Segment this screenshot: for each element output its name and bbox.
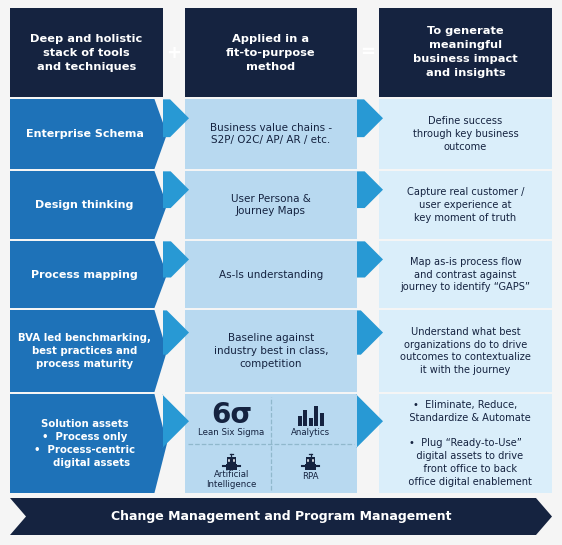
Text: Map as-is process flow
and contrast against
journey to identify “GAPS”: Map as-is process flow and contrast agai…	[401, 257, 531, 292]
Polygon shape	[357, 171, 383, 208]
Text: +: +	[166, 44, 182, 62]
Bar	[185, 99, 357, 169]
Text: Capture real customer /
user experience at
key moment of truth: Capture real customer / user experience …	[407, 187, 524, 223]
Bar	[185, 310, 357, 392]
Polygon shape	[10, 171, 167, 239]
Text: To generate
meaningful
business impact
and insights: To generate meaningful business impact a…	[413, 27, 518, 78]
Polygon shape	[10, 241, 167, 308]
Polygon shape	[163, 311, 189, 355]
Text: Process mapping: Process mapping	[31, 269, 138, 280]
Bar	[379, 394, 552, 493]
Text: •  Eliminate, Reduce,
   Standardize & Automate

•  Plug “Ready-to-Use”
   digit: • Eliminate, Reduce, Standardize & Autom…	[399, 400, 532, 487]
Text: 6σ: 6σ	[211, 401, 252, 429]
Bar	[314, 405, 318, 426]
Text: Solution assets
•  Process only
•  Process-centric
    digital assets: Solution assets • Process only • Process…	[34, 419, 135, 468]
Bar	[320, 413, 324, 426]
Bar	[309, 417, 312, 426]
Text: Analytics: Analytics	[291, 428, 330, 437]
Bar	[379, 171, 552, 239]
Text: Baseline against
industry best in class,
competition: Baseline against industry best in class,…	[214, 333, 328, 369]
Polygon shape	[357, 311, 383, 355]
Text: Applied in a
fit-to-purpose
method: Applied in a fit-to-purpose method	[226, 33, 316, 71]
Bar	[297, 416, 302, 426]
Polygon shape	[10, 99, 167, 169]
Text: Lean Six Sigma: Lean Six Sigma	[198, 428, 265, 437]
Polygon shape	[356, 395, 383, 448]
Polygon shape	[10, 310, 167, 392]
Text: =: =	[360, 44, 375, 62]
Polygon shape	[163, 171, 189, 208]
Bar	[185, 8, 357, 97]
Bar	[303, 410, 307, 426]
Bar	[185, 241, 357, 308]
Bar	[305, 464, 316, 470]
Text: User Persona &
Journey Maps: User Persona & Journey Maps	[231, 193, 311, 216]
Text: Business value chains -
S2P/ O2C/ AP/ AR / etc.: Business value chains - S2P/ O2C/ AP/ AR…	[210, 123, 332, 146]
Bar	[379, 8, 552, 97]
Polygon shape	[163, 241, 189, 277]
Bar	[379, 310, 552, 392]
Bar	[306, 457, 315, 463]
Bar	[227, 457, 236, 463]
Polygon shape	[10, 394, 167, 493]
Text: As-Is understanding: As-Is understanding	[219, 269, 323, 280]
Bar	[379, 241, 552, 308]
Text: Define success
through key business
outcome: Define success through key business outc…	[413, 116, 518, 152]
Bar	[185, 394, 357, 493]
Text: Change Management and Program Management: Change Management and Program Management	[111, 510, 451, 523]
Polygon shape	[162, 395, 189, 448]
Text: Understand what best
organizations do to drive
outcomes to contextualize
it with: Understand what best organizations do to…	[400, 327, 531, 375]
Bar	[226, 464, 237, 470]
Polygon shape	[357, 241, 383, 277]
Polygon shape	[357, 99, 383, 137]
Bar	[379, 99, 552, 169]
Text: Artificial
Intelligence: Artificial Intelligence	[206, 470, 257, 489]
Text: RPA: RPA	[302, 472, 319, 481]
Polygon shape	[10, 498, 552, 535]
Text: Design thinking: Design thinking	[35, 200, 134, 210]
Polygon shape	[163, 99, 189, 137]
Text: Deep and holistic
stack of tools
and techniques: Deep and holistic stack of tools and tec…	[30, 33, 143, 71]
Bar	[185, 171, 357, 239]
Bar	[10, 8, 163, 97]
Text: Enterprise Schema: Enterprise Schema	[25, 129, 143, 139]
Text: BVA led benchmarking,
best practices and
process maturity: BVA led benchmarking, best practices and…	[18, 333, 151, 369]
